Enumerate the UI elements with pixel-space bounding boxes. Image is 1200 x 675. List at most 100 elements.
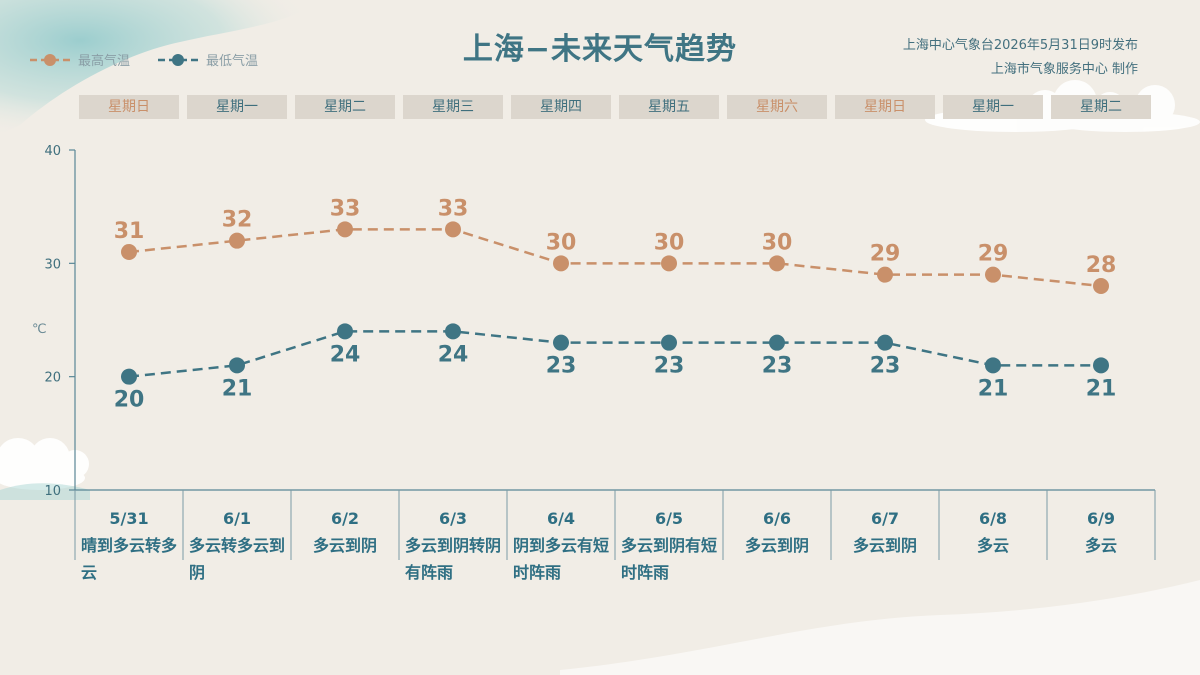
forecast-day: 6/6 多云到阴 <box>723 505 831 559</box>
forecast-weather: 多云 <box>1084 536 1117 555</box>
high-temp-label: 30 <box>762 230 793 255</box>
low-temp-line <box>128 330 1101 378</box>
forecast-date: 6/5 <box>654 509 684 528</box>
forecast-day: 6/5 多云到阴有短 时阵雨 <box>615 505 723 586</box>
forecast-date: 6/9 <box>1086 509 1116 528</box>
forecast-day: 6/3 多云到阴转阴 有阵雨 <box>399 505 507 586</box>
low-temp-point <box>1093 357 1109 374</box>
low-temp-point <box>661 334 677 351</box>
y-tick-label: 20 <box>44 371 61 386</box>
high-temp-point <box>121 244 137 260</box>
high-temp-line <box>128 228 1102 288</box>
legend: 最高气温 最低气温 <box>30 50 258 69</box>
forecast-weather: 多云到阴 <box>312 536 377 555</box>
forecast-date: 6/3 <box>438 509 468 528</box>
high-temp-point <box>661 255 677 272</box>
low-temp-point <box>229 357 245 374</box>
forecast-day: 6/2 多云到阴 <box>291 505 399 559</box>
high-temp-point <box>985 266 1001 283</box>
y-tick-label: 40 <box>44 144 61 159</box>
forecast-date: 6/7 <box>870 509 900 528</box>
high-temp-label: 33 <box>330 196 361 221</box>
legend-low-label: 最低气温 <box>206 54 259 69</box>
decor-wave-bottom-right <box>560 580 1200 675</box>
forecast-day: 6/4 阴到多云有短 时阵雨 <box>507 505 615 586</box>
high-temp-label: 33 <box>438 196 469 221</box>
high-temp-point <box>877 266 893 283</box>
low-temp-label: 24 <box>330 342 361 367</box>
low-temp-label: 21 <box>978 376 1009 401</box>
legend-low: 最低气温 <box>158 50 258 69</box>
decor-wash-top-left <box>0 0 320 135</box>
forecast-day: 6/7 多云到阴 <box>831 505 939 559</box>
forecast-weather: 多云到阴 <box>744 536 809 555</box>
forecast-date: 6/6 <box>762 509 792 528</box>
low-temp-label: 24 <box>438 342 469 367</box>
low-temp-point <box>985 357 1001 374</box>
forecast-weather: 多云到阴有短 时阵雨 <box>621 536 718 582</box>
forecast-day: 6/9 多云 <box>1047 505 1155 559</box>
low-temp-label: 21 <box>1086 376 1117 401</box>
high-temp-label: 28 <box>1086 253 1117 278</box>
forecast-day: 5/31 晴到多云转多云 <box>75 505 183 586</box>
high-temp-point <box>229 232 245 249</box>
y-tick-label: 10 <box>44 484 61 499</box>
legend-high-marker <box>30 53 70 66</box>
weekday-label: 星期二 <box>1051 95 1151 119</box>
legend-high: 最高气温 <box>30 50 130 69</box>
legend-low-marker <box>158 53 199 66</box>
low-temp-point <box>121 368 137 385</box>
forecast-date: 6/4 <box>546 509 576 528</box>
high-temp-point <box>337 221 353 238</box>
forecast-weather: 多云到阴 <box>852 536 917 555</box>
low-temp-label: 23 <box>654 354 685 379</box>
high-temp-label: 29 <box>870 242 901 267</box>
high-temp-point <box>553 255 569 272</box>
forecast-date: 5/31 <box>109 509 149 528</box>
low-temp-label: 23 <box>762 354 793 379</box>
high-temp-label: 30 <box>654 230 685 255</box>
weekday-label: 星期日 <box>79 95 179 119</box>
publish-time: 上海中心气象台2026年5月31日9时发布 <box>902 38 1138 53</box>
weekday-label: 星期一 <box>943 95 1043 119</box>
weekday-label: 星期四 <box>511 95 611 119</box>
y-axis-unit: ℃ <box>32 322 47 337</box>
low-temp-label: 23 <box>870 354 901 379</box>
weekday-label: 星期日 <box>835 95 935 119</box>
forecast-day: 6/1 多云转多云到阴 <box>183 505 291 586</box>
low-temp-label: 21 <box>222 376 253 401</box>
high-temp-point <box>445 221 461 238</box>
high-temp-label: 32 <box>222 208 253 233</box>
low-temp-point <box>445 323 461 340</box>
y-tick-label: 30 <box>44 257 61 272</box>
forecast-date: 6/8 <box>978 509 1008 528</box>
producer: 上海市气象服务中心 制作 <box>990 62 1138 77</box>
forecast-weather: 多云转多云到阴 <box>189 536 286 582</box>
forecast-date: 6/1 <box>222 509 252 528</box>
high-temp-label: 29 <box>978 242 1009 267</box>
weekday-label: 星期五 <box>619 95 719 119</box>
forecast-weather: 晴到多云转多云 <box>81 536 178 582</box>
forecast-weather: 阴到多云有短 时阵雨 <box>513 536 610 582</box>
page-title: 上海−未来天气趋势 <box>462 32 738 67</box>
forecast-weather: 多云 <box>976 536 1009 555</box>
low-temp-point <box>553 334 569 351</box>
high-temp-point <box>1093 278 1109 294</box>
low-temp-label: 23 <box>546 354 577 379</box>
low-temp-label: 20 <box>114 388 145 413</box>
weekday-label: 星期三 <box>403 95 503 119</box>
forecast-date: 6/2 <box>330 509 360 528</box>
low-temp-point <box>769 334 785 351</box>
legend-high-label: 最高气温 <box>78 54 131 69</box>
forecast-weather: 多云到阴转阴 有阵雨 <box>405 536 502 582</box>
publisher-info: 上海中心气象台2026年5月31日9时发布 上海市气象服务中心 制作 <box>903 34 1138 82</box>
forecast-day: 6/8 多云 <box>939 505 1047 559</box>
weekday-label: 星期一 <box>187 95 287 119</box>
high-temp-point <box>769 255 785 272</box>
weekday-label: 星期二 <box>295 95 395 119</box>
high-temp-label: 30 <box>546 230 577 255</box>
high-temp-label: 31 <box>114 219 145 244</box>
weekday-label: 星期六 <box>727 95 827 119</box>
low-temp-point <box>877 334 893 351</box>
